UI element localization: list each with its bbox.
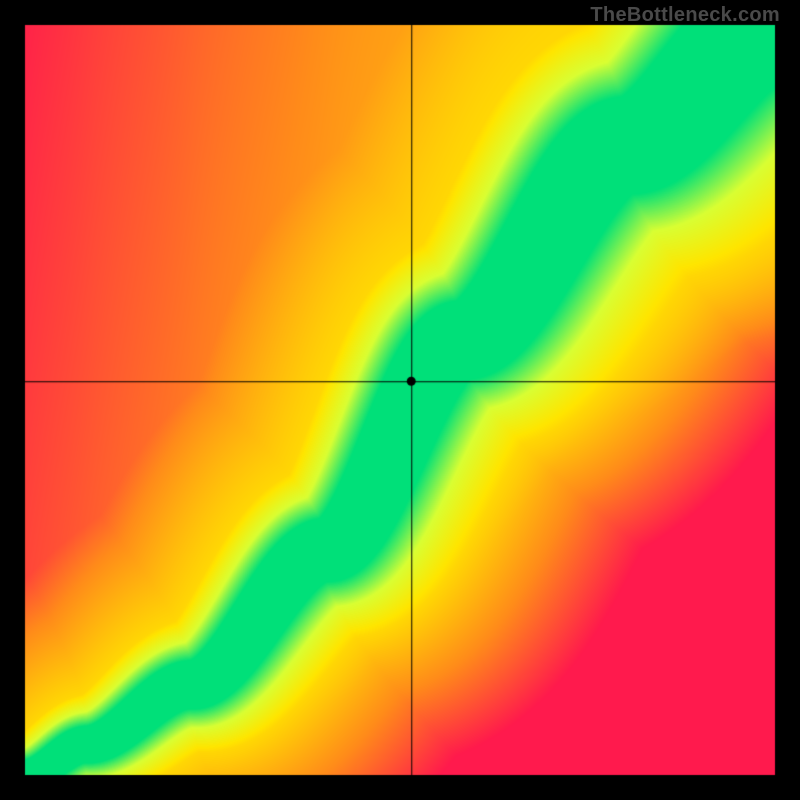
watermark: TheBottleneck.com — [590, 4, 780, 27]
heatmap-canvas — [0, 0, 800, 800]
chart-container: TheBottleneck.com — [0, 0, 800, 800]
